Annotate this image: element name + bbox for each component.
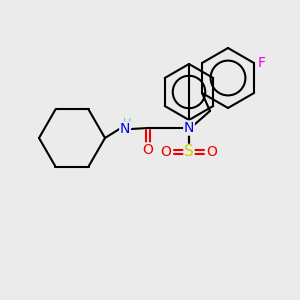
- Text: N: N: [184, 121, 194, 135]
- Text: H: H: [123, 118, 131, 128]
- Text: O: O: [207, 145, 218, 159]
- Text: F: F: [258, 56, 266, 70]
- Text: O: O: [160, 145, 171, 159]
- Text: S: S: [184, 145, 194, 160]
- Text: O: O: [142, 143, 153, 157]
- Text: N: N: [120, 122, 130, 136]
